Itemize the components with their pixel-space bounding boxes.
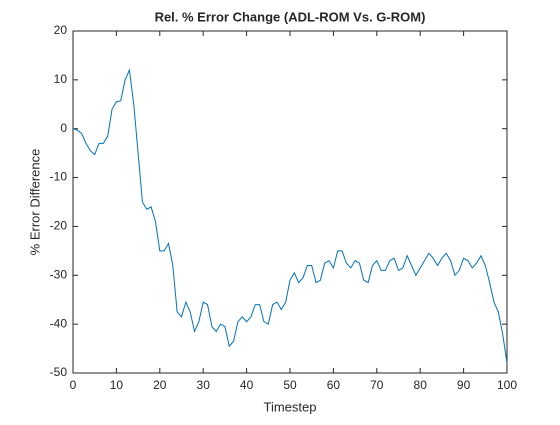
y-tick-label: -40 [50,316,68,330]
x-tick-label: 70 [370,378,384,392]
y-tick-label: -30 [50,267,68,281]
y-tick-label: -10 [50,170,68,184]
y-tick-label: 0 [60,121,67,135]
x-tick-label: 50 [283,378,297,392]
y-axis-label: % Error Difference [27,149,42,256]
data-line [72,68,508,364]
x-tick-label: 60 [327,378,341,392]
x-tick-label: 10 [110,378,124,392]
x-tick-label: 40 [240,378,254,392]
x-tick-label: 20 [153,378,167,392]
x-tick-label: 0 [70,378,77,392]
y-tick-label: -20 [50,219,68,233]
x-tick-label: 90 [457,378,471,392]
chart-title: Rel. % Error Change (ADL-ROM Vs. G-ROM) [155,9,426,24]
y-tick-label: -50 [50,365,68,379]
y-tick-label: 20 [54,23,68,37]
x-tick-label: 30 [197,378,211,392]
plot-box [72,30,508,374]
x-axis-label: Timestep [264,399,317,414]
x-tick-label: 100 [497,378,517,392]
y-tick-label: 10 [54,72,68,86]
x-tick-label: 80 [414,378,428,392]
